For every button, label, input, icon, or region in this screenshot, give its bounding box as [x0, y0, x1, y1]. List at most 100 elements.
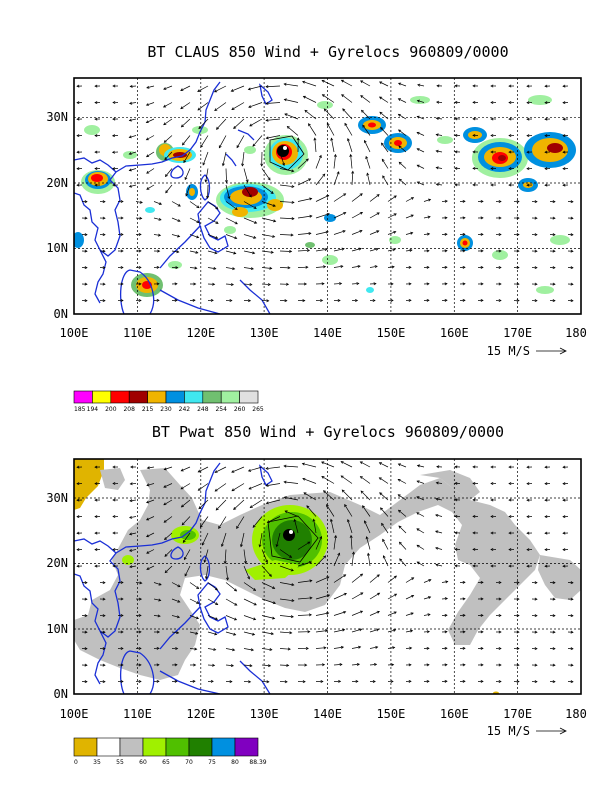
wind-vector-head	[229, 299, 233, 303]
wind-vector	[315, 155, 322, 169]
wind-vector-head	[562, 84, 566, 88]
wind-vector-head	[102, 630, 106, 634]
wind-vector	[297, 215, 312, 219]
wind-vector-head	[215, 221, 219, 224]
wind-vector-head	[454, 514, 458, 518]
wind-vector-head	[267, 282, 271, 286]
wind-vector-head	[158, 598, 162, 602]
wind-vector-head	[221, 163, 225, 167]
wind-vector-head	[472, 84, 476, 88]
wind-vector-head	[234, 207, 238, 210]
wind-vector	[146, 549, 155, 554]
colorbar-swatch	[234, 737, 259, 757]
wind-vector-head	[308, 178, 312, 182]
wind-vector	[321, 80, 335, 87]
wind-vector-head	[146, 500, 150, 504]
wind-vector-head	[416, 561, 420, 565]
wind-vector	[405, 214, 414, 219]
wind-vector	[135, 201, 143, 203]
wind-vector	[129, 151, 137, 155]
wind-vector	[279, 582, 294, 586]
wind-vector	[350, 154, 353, 169]
wind-vector-head	[283, 496, 287, 500]
wind-vector-head	[341, 94, 345, 98]
wind-vector-head	[416, 480, 420, 484]
wind-vector	[164, 565, 173, 573]
wind-vector-head	[435, 133, 439, 137]
wind-vector-head	[204, 179, 208, 183]
wind-vector	[261, 631, 274, 635]
wind-vector-head	[552, 663, 556, 667]
wind-vector-head	[508, 84, 512, 88]
wind-vector-head	[358, 645, 362, 649]
wind-vector-head	[490, 84, 494, 88]
wind-vector	[184, 565, 191, 577]
wind-vector-head	[252, 632, 256, 636]
wind-vector	[225, 664, 234, 667]
wind-vector-head	[319, 535, 323, 540]
wind-vector-head	[339, 663, 343, 667]
wind-vector	[165, 168, 173, 177]
wind-vector	[248, 85, 263, 90]
wind-vector-head	[322, 663, 326, 667]
wind-vector-head	[138, 646, 142, 650]
wind-vector-head	[224, 180, 228, 184]
wind-vector-head	[247, 87, 251, 91]
wind-vector-head	[307, 630, 311, 634]
claus-gridlines	[74, 78, 581, 314]
wind-vector-head	[337, 552, 341, 556]
wind-vector-head	[534, 299, 538, 303]
wind-vector-head	[516, 266, 520, 270]
wind-vector-head	[158, 217, 162, 221]
wind-vector-head	[129, 84, 133, 88]
wind-vector-head	[360, 592, 364, 596]
wind-vector	[436, 134, 443, 136]
wind-vector-head	[94, 498, 98, 502]
wind-vector	[284, 510, 299, 517]
wind-vector-head	[323, 265, 327, 269]
wind-vector-head	[366, 172, 370, 176]
wind-vector	[351, 628, 362, 633]
wind-vector	[189, 582, 199, 589]
lat-label: 20N	[46, 556, 68, 570]
wind-vector-head	[397, 478, 401, 482]
wind-vector	[243, 184, 252, 198]
wind-vector-head	[174, 663, 178, 667]
wind-vector-head	[275, 544, 279, 548]
wind-vector-head	[84, 299, 88, 303]
wind-vector-head	[180, 106, 184, 110]
wind-vector	[369, 212, 380, 219]
wind-vector-head	[454, 84, 458, 88]
wind-vector	[222, 151, 227, 166]
wind-vector	[369, 592, 380, 600]
wind-vector	[365, 156, 371, 169]
wind-vector	[233, 118, 245, 129]
wind-vector	[405, 249, 412, 252]
wind-vector-head	[359, 461, 363, 465]
wind-vector	[261, 267, 272, 269]
wind-vector-head	[435, 149, 439, 153]
wind-vector	[314, 138, 317, 153]
wind-vector	[333, 193, 346, 202]
wind-vector-head	[309, 214, 313, 218]
wind-vector-head	[444, 216, 448, 220]
wind-vector-head	[454, 133, 458, 137]
wind-vector-head	[245, 179, 249, 183]
wind-vector	[333, 593, 347, 600]
wind-vector	[279, 631, 292, 634]
wind-vector	[242, 151, 245, 166]
wind-vector-head	[284, 680, 288, 684]
wind-vector-head	[313, 137, 317, 141]
wind-vector	[369, 265, 378, 268]
wind-vector	[184, 549, 191, 560]
wind-vector	[243, 201, 257, 209]
wind-vector-head	[562, 498, 566, 502]
wind-vector	[163, 483, 173, 488]
wind-vector-head	[146, 567, 150, 570]
wind-vector	[243, 631, 255, 635]
wind-vector	[189, 615, 199, 619]
wind-vector	[330, 519, 335, 534]
wind-vector-head	[165, 190, 169, 194]
wind-vector-head	[498, 216, 502, 220]
wind-vector	[163, 499, 173, 506]
